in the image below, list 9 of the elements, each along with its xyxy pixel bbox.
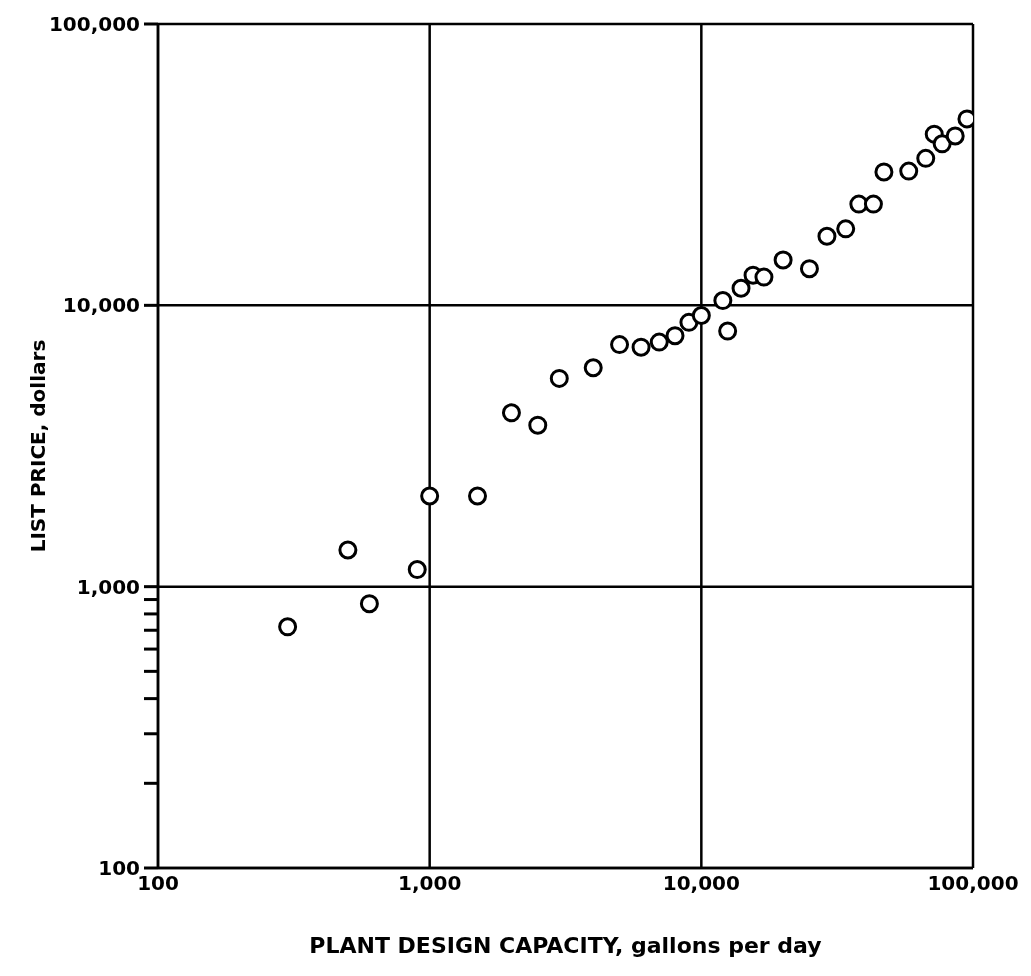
x-tick-label: 1,000 — [398, 871, 462, 896]
y-tick-label: 1,000 — [76, 574, 140, 599]
x-axis-title: PLANT DESIGN CAPACITY, gallons per day — [309, 933, 822, 958]
y-tick-label: 100 — [98, 856, 140, 880]
x-tick-label: 10,000 — [662, 871, 740, 896]
x-tick-label: 100,000 — [927, 871, 1019, 896]
y-tick-label: 10,000 — [62, 293, 140, 318]
y-axis-title: LIST PRICE, dollars — [26, 339, 51, 553]
y-tick-label: 100,000 — [48, 12, 140, 36]
